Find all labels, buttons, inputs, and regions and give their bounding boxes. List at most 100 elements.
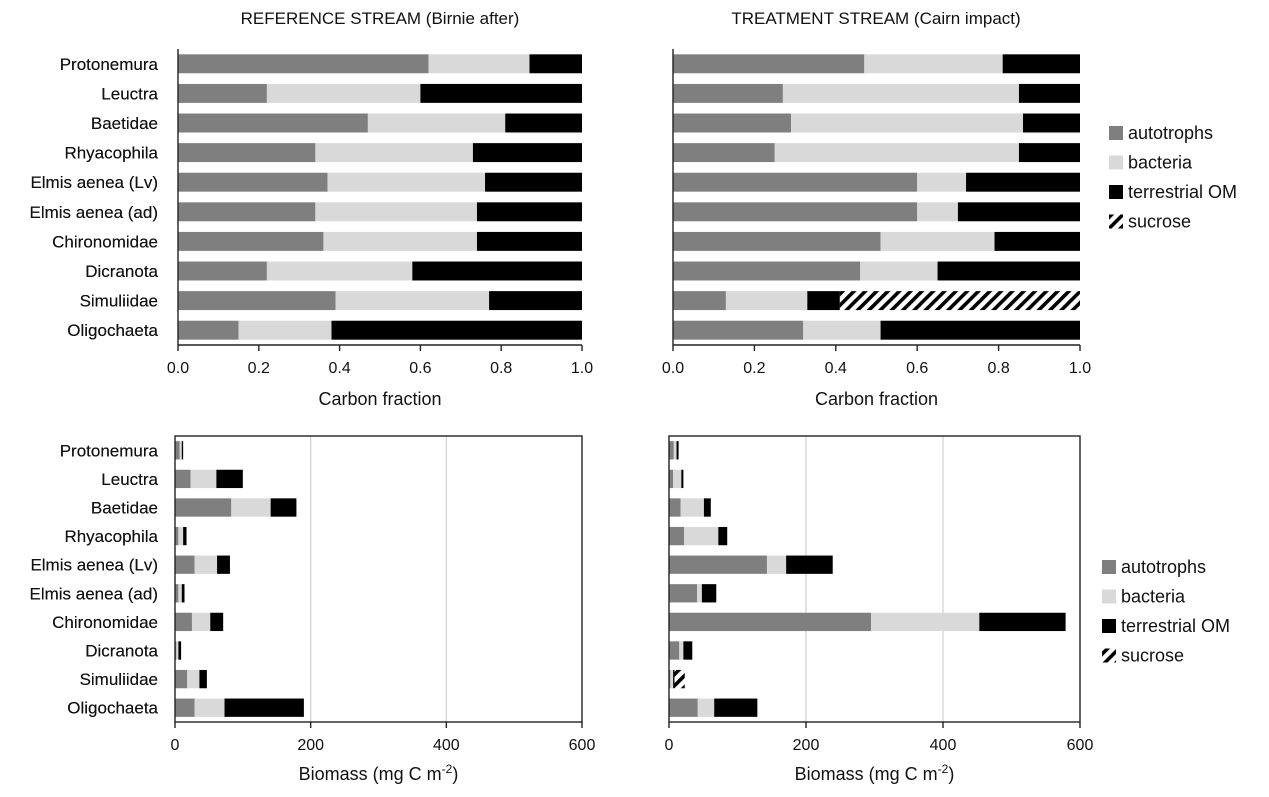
legend-swatch-terrestrial-om bbox=[1109, 185, 1123, 199]
bar-autotrophs-elmis-aenea-ad bbox=[178, 202, 316, 222]
plot-frame bbox=[174, 435, 583, 723]
bar-bacteria-chironomidae bbox=[191, 612, 211, 632]
bar-bacteria-rhyacophila bbox=[178, 526, 184, 546]
category-label: Leuctra bbox=[101, 84, 158, 103]
chart-panel-3: Protonemura Leuctra Baetidae Rhyacophila Elm… bbox=[29, 435, 595, 784]
bar-sucrose-simuliidae bbox=[674, 669, 685, 689]
bar-autotrophs-elmis-aenea-ad bbox=[673, 202, 918, 222]
category-label: Dicranota bbox=[85, 262, 158, 281]
x-tick-label: 0.8 bbox=[987, 360, 1009, 377]
x-tick-label: 200 bbox=[297, 737, 324, 754]
bar-bacteria-protonemura bbox=[673, 441, 677, 460]
category-label: Chironomidae bbox=[52, 232, 158, 251]
legend-label-bacteria: bacteria bbox=[1128, 153, 1193, 173]
bar-autotrophs-baetidae bbox=[175, 498, 232, 517]
category-label: Rhyacophila bbox=[64, 527, 158, 546]
bar-terrestrial-om-leuctra bbox=[681, 469, 684, 489]
bar-terrestrial-om-simuliidae bbox=[199, 669, 207, 689]
bar-bacteria-rhyacophila bbox=[684, 526, 719, 546]
bar-terrestrial-om-elmis-aenea-ad bbox=[701, 584, 717, 603]
bar-bacteria-simuliidae bbox=[335, 291, 490, 311]
bar-autotrophs-simuliidae bbox=[178, 291, 336, 311]
category-label: Baetidae bbox=[91, 114, 158, 133]
bar-bacteria-oligochaeta bbox=[238, 320, 332, 340]
bar-terrestrial-om-protonemura bbox=[676, 441, 679, 460]
legend-label-autotrophs: autotrophs bbox=[1121, 557, 1206, 577]
x-tick-label: 0 bbox=[665, 737, 674, 754]
bar-autotrophs-leuctra bbox=[175, 469, 191, 489]
category-label: Chironomidae bbox=[52, 232, 158, 251]
bar-terrestrial-om-simuliidae bbox=[807, 291, 840, 311]
bar-terrestrial-om-protonemura bbox=[529, 54, 582, 74]
bar-bacteria-rhyacophila bbox=[774, 143, 1019, 163]
bar-bacteria-chironomidae bbox=[323, 231, 477, 251]
bar-terrestrial-om-oligochaeta bbox=[331, 320, 582, 340]
bar-autotrophs-leuctra bbox=[669, 469, 674, 489]
bar-terrestrial-om-dicranota bbox=[937, 261, 1080, 281]
category-label: Simuliidae bbox=[80, 670, 158, 689]
bar-terrestrial-om-dicranota bbox=[412, 261, 582, 281]
bar-autotrophs-elmis-aenea-lv bbox=[673, 172, 918, 192]
bar-autotrophs-elmis-aenea-lv bbox=[669, 555, 767, 574]
category-label: Protonemura bbox=[60, 55, 159, 74]
bar-terrestrial-om-elmis-aenea-lv bbox=[217, 555, 230, 574]
bar-bacteria-dicranota bbox=[176, 641, 179, 660]
category-label: Elmis aenea (ad) bbox=[29, 584, 158, 603]
bar-terrestrial-om-leuctra bbox=[216, 469, 243, 489]
category-label: Leuctra bbox=[101, 470, 158, 489]
bar-terrestrial-om-baetidae bbox=[703, 498, 711, 517]
category-label: Baetidae bbox=[91, 499, 158, 518]
bar-autotrophs-protonemura bbox=[673, 54, 865, 74]
category-label: Dicranota bbox=[85, 262, 158, 281]
bar-bacteria-elmis-aenea-ad bbox=[178, 584, 182, 603]
category-label: Oligochaeta bbox=[67, 321, 158, 340]
bar-bacteria-elmis-aenea-ad bbox=[697, 584, 702, 603]
bar-terrestrial-om-leuctra bbox=[420, 83, 582, 103]
category-label: Rhyacophila bbox=[64, 144, 158, 163]
x-axis-label: Biomass (mg C m-2) bbox=[299, 762, 459, 784]
x-tick-label: 600 bbox=[1067, 737, 1094, 754]
legend-swatch-sucrose bbox=[1109, 214, 1123, 229]
legend-1: autotrophs bacteria terrestrial OM sucrose bbox=[1109, 123, 1237, 232]
bar-autotrophs-oligochaeta bbox=[673, 320, 804, 340]
category-label: Chironomidae bbox=[52, 613, 158, 632]
bar-terrestrial-om-chironomidae bbox=[979, 612, 1066, 632]
bar-autotrophs-oligochaeta bbox=[669, 698, 698, 717]
bar-bacteria-elmis-aenea-lv bbox=[917, 172, 967, 192]
bar-autotrophs-rhyacophila bbox=[669, 526, 685, 546]
bar-autotrophs-dicranota bbox=[669, 641, 680, 660]
category-label: Chironomidae bbox=[52, 613, 158, 632]
category-label: Elmis aenea (Lv) bbox=[30, 173, 158, 192]
bar-terrestrial-om-leuctra bbox=[1018, 83, 1080, 103]
bar-bacteria-simuliidae bbox=[725, 291, 808, 311]
x-tick-label: 0.4 bbox=[825, 360, 847, 377]
x-tick-label: 0.0 bbox=[662, 360, 684, 377]
x-tick-label: 0.0 bbox=[167, 360, 189, 377]
x-tick-label: 0 bbox=[171, 737, 180, 754]
category-label: Elmis aenea (Lv) bbox=[30, 556, 158, 575]
bar-bacteria-elmis-aenea-lv bbox=[766, 555, 787, 574]
x-axis-label: Carbon fraction bbox=[815, 389, 938, 409]
bar-bacteria-elmis-aenea-ad bbox=[315, 202, 477, 222]
bar-bacteria-protonemura bbox=[864, 54, 1003, 74]
x-axis-label: Carbon fraction bbox=[318, 389, 441, 409]
x-tick-label: 0.6 bbox=[906, 360, 928, 377]
bar-autotrophs-elmis-aenea-ad bbox=[175, 584, 179, 603]
bar-terrestrial-om-rhyacophila bbox=[183, 526, 187, 546]
bar-autotrophs-baetidae bbox=[669, 498, 681, 517]
bar-terrestrial-om-elmis-aenea-lv bbox=[485, 172, 582, 192]
category-label: Oligochaeta bbox=[67, 699, 158, 718]
bar-terrestrial-om-elmis-aenea-ad bbox=[181, 584, 185, 603]
bar-terrestrial-om-rhyacophila bbox=[472, 143, 582, 163]
category-label: Elmis aenea (ad) bbox=[29, 584, 158, 603]
category-label: Oligochaeta bbox=[67, 699, 158, 718]
category-label: Dicranota bbox=[85, 642, 158, 661]
bar-sucrose-simuliidae bbox=[839, 291, 1080, 311]
legend-swatch-sucrose bbox=[1102, 648, 1116, 663]
category-label: Leuctra bbox=[101, 470, 158, 489]
category-label: Oligochaeta bbox=[67, 321, 158, 340]
bar-autotrophs-chironomidae bbox=[178, 231, 324, 251]
bar-bacteria-oligochaeta bbox=[803, 320, 881, 340]
category-label: Baetidae bbox=[91, 499, 158, 518]
